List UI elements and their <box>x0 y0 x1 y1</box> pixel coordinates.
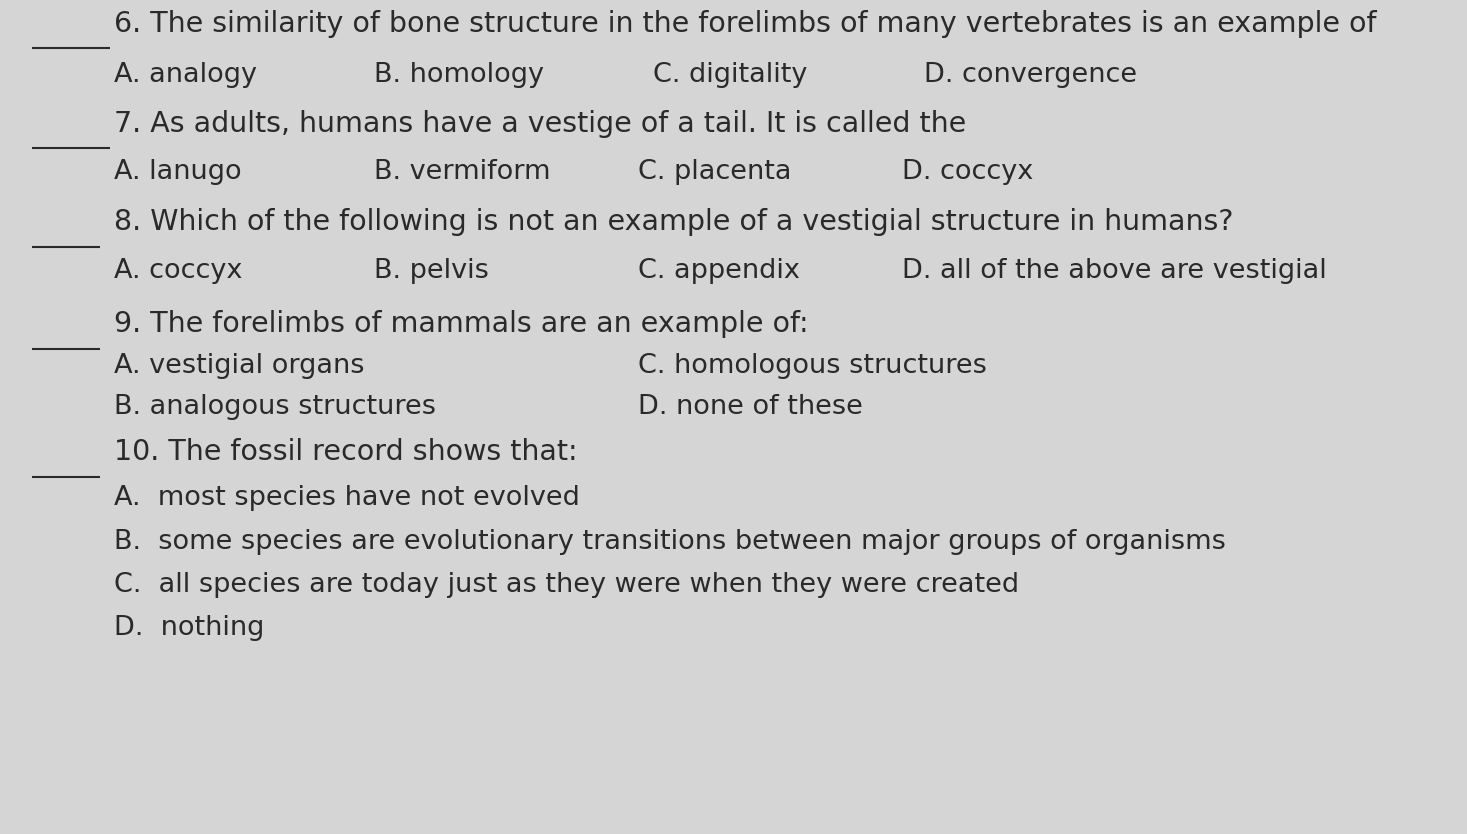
Text: 8. Which of the following is not an example of a vestigial structure in humans?: 8. Which of the following is not an exam… <box>114 208 1234 236</box>
Text: B. homology: B. homology <box>374 62 544 88</box>
Text: 7. As adults, humans have a vestige of a tail. It is called the: 7. As adults, humans have a vestige of a… <box>114 109 967 138</box>
Text: D. coccyx: D. coccyx <box>902 159 1033 185</box>
Text: D. convergence: D. convergence <box>924 62 1137 88</box>
Text: A. lanugo: A. lanugo <box>114 159 242 185</box>
Text: B. vermiform: B. vermiform <box>374 159 550 185</box>
Text: 6. The similarity of bone structure in the forelimbs of many vertebrates is an e: 6. The similarity of bone structure in t… <box>114 9 1378 38</box>
Text: A. vestigial organs: A. vestigial organs <box>114 354 365 379</box>
Text: 10. The fossil record shows that:: 10. The fossil record shows that: <box>114 438 578 466</box>
Text: C. digitality: C. digitality <box>653 62 807 88</box>
Text: 9. The forelimbs of mammals are an example of:: 9. The forelimbs of mammals are an examp… <box>114 309 810 338</box>
Text: D.  nothing: D. nothing <box>114 615 266 641</box>
Text: A.  most species have not evolved: A. most species have not evolved <box>114 485 581 511</box>
Text: D. none of these: D. none of these <box>638 394 863 420</box>
Text: C.  all species are today just as they were when they were created: C. all species are today just as they we… <box>114 572 1020 598</box>
Text: D. all of the above are vestigial: D. all of the above are vestigial <box>902 258 1328 284</box>
Text: B. pelvis: B. pelvis <box>374 258 489 284</box>
Text: A. analogy: A. analogy <box>114 62 257 88</box>
Text: C. appendix: C. appendix <box>638 258 800 284</box>
Text: C. placenta: C. placenta <box>638 159 792 185</box>
Text: A. coccyx: A. coccyx <box>114 258 244 284</box>
Text: B. analogous structures: B. analogous structures <box>114 394 436 420</box>
Text: C. homologous structures: C. homologous structures <box>638 354 987 379</box>
Text: B.  some species are evolutionary transitions between major groups of organisms: B. some species are evolutionary transit… <box>114 529 1226 555</box>
